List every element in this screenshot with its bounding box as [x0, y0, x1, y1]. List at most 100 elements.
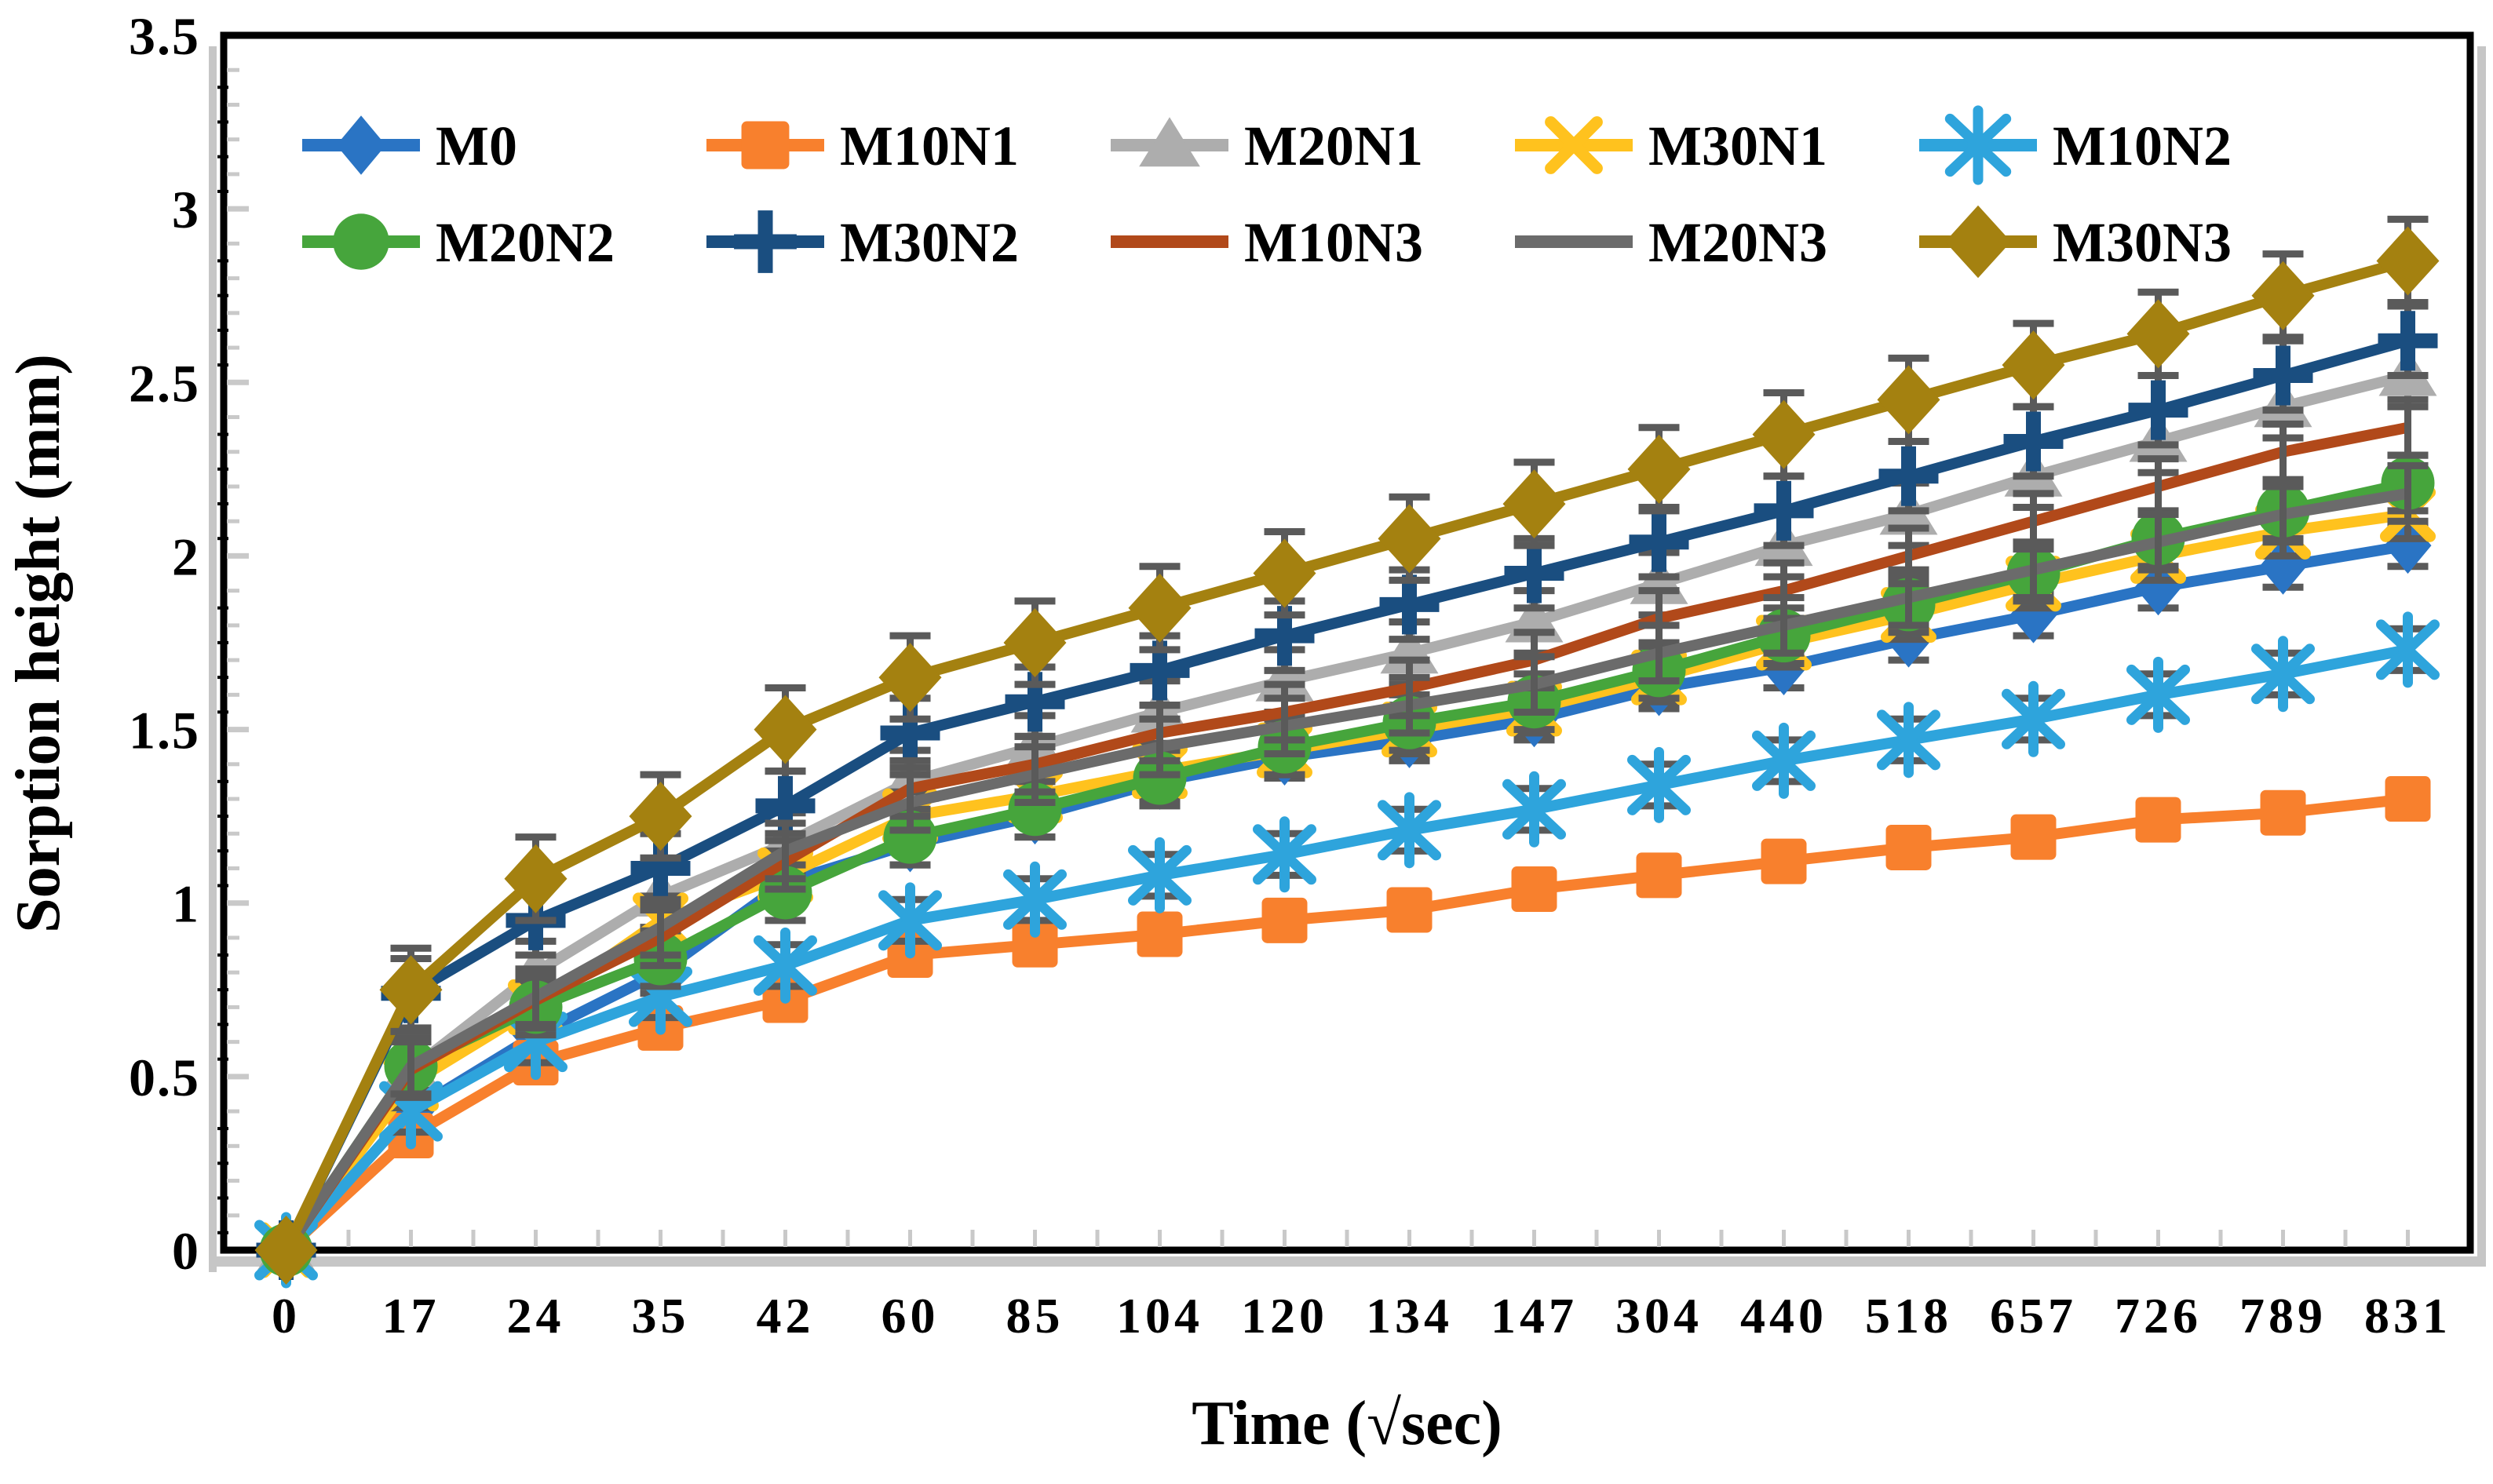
legend-item-M10N3: M10N3: [1111, 211, 1423, 274]
marker-asterisk: [1378, 792, 1441, 869]
marker-diamond: [754, 695, 817, 764]
marker-asterisk: [1502, 771, 1566, 848]
error-bar-M20N3: [1264, 695, 1305, 758]
legend-item-M20N3: M20N3: [1515, 211, 1827, 274]
marker-asterisk: [1627, 746, 1691, 823]
error-bar-M20N3: [889, 771, 931, 834]
marker-circle: [1008, 782, 1062, 837]
y-tick-label: 2: [172, 527, 200, 586]
marker-plus: [1504, 543, 1564, 603]
marker-asterisk: [754, 927, 817, 1004]
y-tick-label: 0: [172, 1221, 200, 1281]
marker-plus: [734, 210, 797, 273]
marker-circle: [883, 810, 937, 864]
marker-square: [1885, 824, 1932, 870]
legend-label-M20N2: M20N2: [436, 211, 615, 274]
legend-item-M30N1: M30N1: [1515, 115, 1827, 177]
legend-label-M20N3: M20N3: [1648, 211, 1827, 274]
marker-plus: [2128, 380, 2188, 440]
marker-diamond: [336, 115, 386, 175]
marker-asterisk: [2376, 611, 2440, 688]
legend-label-M30N3: M30N3: [2053, 211, 2232, 274]
marker-asterisk: [2126, 656, 2190, 733]
marker-plus: [2378, 311, 2438, 371]
y-tick-label: 1.5: [129, 701, 200, 760]
x-tick-label: 518: [1865, 1288, 1952, 1344]
series-line-M0: [282, 540, 2409, 1254]
series-line-M20N3: [281, 487, 2409, 1253]
marker-diamond: [1945, 205, 2011, 279]
marker-diamond: [379, 955, 443, 1025]
error-bar-M20N3: [1389, 673, 1430, 737]
marker-square: [1761, 838, 1807, 884]
error-bar-M20N3: [1638, 622, 1680, 685]
marker-diamond: [1752, 399, 1816, 469]
marker-diamond: [1502, 469, 1566, 539]
legend-label-M30N1: M30N1: [1648, 115, 1827, 177]
error-bar-M20N3: [1014, 743, 1056, 806]
marker-plus: [1629, 512, 1689, 572]
marker-triangle: [1139, 117, 1200, 167]
marker-asterisk: [1253, 816, 1316, 893]
marker-asterisk: [878, 882, 942, 959]
marker-asterisk: [1877, 702, 1940, 778]
marker-square: [1511, 866, 1557, 913]
marker-square: [741, 121, 790, 170]
marker-square: [1012, 921, 1058, 968]
error-bar-M10N3: [2387, 396, 2429, 459]
y-axis-title: Sorption height (mm): [4, 354, 73, 933]
marker-diamond: [1128, 573, 1192, 643]
marker-diamond: [1627, 434, 1691, 504]
marker-plus: [1379, 574, 1440, 635]
marker-plus: [2003, 411, 2064, 472]
marker-asterisk: [1003, 861, 1067, 938]
marker-asterisk: [1944, 105, 2012, 185]
legend-item-M10N2: M10N2: [1919, 115, 2232, 177]
error-bar-M20N3: [1888, 566, 1929, 629]
marker-diamond: [1003, 608, 1067, 677]
marker-square: [1636, 852, 1682, 899]
marker-triangle: [1255, 654, 1314, 702]
series-line-M10N1: [282, 793, 2409, 1255]
chart-plot-area: 0 0.5 1 1.5 2 2.5 3 3.5 0 17 24 35 42 60 85 104 120 134 14…: [129, 6, 2486, 1344]
marker-square: [1137, 911, 1183, 957]
marker-diamond: [629, 782, 692, 851]
marker-diamond: [2376, 226, 2440, 296]
marker-square: [2260, 789, 2306, 836]
marker-diamond: [1378, 504, 1441, 574]
x-tick-label: 789: [2239, 1288, 2327, 1344]
marker-x: [1545, 116, 1603, 174]
y-tick-label: 3.5: [129, 6, 200, 66]
axis-shadow-right: [2477, 46, 2486, 1267]
marker-square: [2135, 797, 2181, 843]
x-tick-label: 35: [632, 1288, 690, 1344]
marker-plus: [1878, 446, 1939, 506]
marker-square: [2010, 814, 2057, 860]
marker-asterisk: [1752, 722, 1816, 799]
x-tick-label: 726: [2115, 1288, 2202, 1344]
marker-diamond: [504, 844, 568, 913]
error-bar-M20N3: [1513, 653, 1555, 716]
legend-label-M10N2: M10N2: [2053, 115, 2232, 177]
marker-diamond: [2251, 261, 2315, 330]
error-bar-M20N3: [390, 1034, 432, 1098]
marker-diamond: [1253, 538, 1316, 608]
x-tick-label: 0: [272, 1288, 301, 1344]
marker-asterisk: [2002, 680, 2065, 757]
legend-label-M0: M0: [436, 115, 517, 177]
x-tick-label: 831: [2364, 1288, 2451, 1344]
legend-label-M30N2: M30N2: [840, 211, 1019, 274]
marker-square: [1386, 887, 1433, 933]
legend-item-M10N1: M10N1: [706, 115, 1019, 177]
error-bar-M20N3: [2013, 538, 2054, 602]
x-tick-label: 60: [881, 1288, 940, 1344]
series-line-M30N2: [281, 335, 2410, 1253]
error-bar-M20N3: [2262, 483, 2304, 546]
marker-diamond: [254, 1216, 318, 1285]
marker-asterisk: [1128, 837, 1192, 913]
error-bar-M20N3: [640, 895, 681, 959]
y-tick-label: 3: [172, 180, 200, 239]
x-tick-label: 42: [757, 1288, 815, 1344]
error-bar-M20N3: [1139, 715, 1181, 778]
